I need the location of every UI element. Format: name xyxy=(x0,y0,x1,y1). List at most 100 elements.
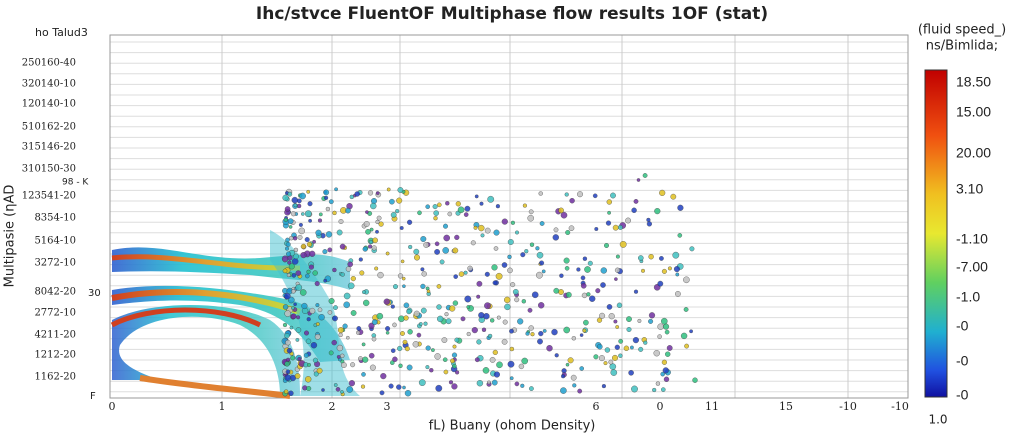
particle xyxy=(453,274,459,279)
particle xyxy=(282,304,289,310)
particle xyxy=(643,340,648,345)
particle xyxy=(683,307,689,312)
particle xyxy=(600,267,607,274)
particle xyxy=(306,241,313,248)
particle xyxy=(527,307,533,313)
colorbar-tick-label: -0 xyxy=(956,387,969,403)
particle xyxy=(362,246,368,252)
particle xyxy=(452,300,459,306)
particle xyxy=(347,261,354,268)
particle xyxy=(434,353,441,360)
particle xyxy=(452,247,459,254)
particle xyxy=(378,221,384,227)
particle xyxy=(553,227,559,233)
particle xyxy=(661,359,668,365)
particle xyxy=(496,361,503,369)
particle xyxy=(335,386,341,392)
particle xyxy=(293,247,299,253)
particle xyxy=(432,204,438,210)
particle xyxy=(304,237,310,243)
particle xyxy=(484,271,490,277)
particle xyxy=(447,211,453,217)
particle xyxy=(300,212,305,216)
particle xyxy=(323,189,330,196)
particle xyxy=(406,364,413,371)
particle xyxy=(471,327,478,334)
particle xyxy=(483,313,490,320)
colorbar-tick-label: -0 xyxy=(956,318,969,334)
colorbar-tick-label: -1.10 xyxy=(956,231,988,247)
particle xyxy=(283,217,288,222)
particle xyxy=(399,225,404,230)
particle xyxy=(332,315,338,322)
particle xyxy=(501,218,508,225)
particle xyxy=(287,191,293,197)
particle xyxy=(670,193,677,200)
particle xyxy=(433,215,438,221)
particle xyxy=(298,227,306,235)
particle xyxy=(538,302,545,309)
particle xyxy=(292,236,298,241)
particle xyxy=(612,224,619,231)
particle xyxy=(464,295,472,303)
particle xyxy=(282,194,289,201)
particle xyxy=(375,229,379,234)
particle xyxy=(474,194,479,199)
particle xyxy=(328,199,334,205)
particle xyxy=(367,190,374,196)
particle xyxy=(504,303,511,311)
particle xyxy=(502,319,508,325)
particle xyxy=(657,334,662,339)
particle xyxy=(481,327,487,332)
particle xyxy=(350,276,356,282)
particle xyxy=(595,288,601,294)
particle xyxy=(285,339,291,346)
particle xyxy=(374,266,379,271)
particle xyxy=(404,390,412,397)
particle xyxy=(371,319,378,325)
particle xyxy=(343,292,351,300)
particle xyxy=(618,338,624,344)
particle xyxy=(601,384,606,389)
particle xyxy=(388,383,394,389)
particle xyxy=(295,270,302,276)
y-tick-label: 1162-20 xyxy=(34,372,76,383)
particle xyxy=(626,316,632,322)
particle xyxy=(297,357,302,362)
particle xyxy=(661,317,668,325)
particle xyxy=(312,357,319,363)
colorbar-tick-label: -7.00 xyxy=(956,259,988,275)
particle xyxy=(434,248,440,255)
particle xyxy=(576,267,581,272)
colorbar-tick-label: 3.10 xyxy=(956,181,983,197)
title: Ihc/stvce FluentOF Multiphase flow resul… xyxy=(256,4,768,24)
particle xyxy=(348,380,356,387)
particle xyxy=(295,327,302,333)
particle xyxy=(363,299,370,307)
particle xyxy=(492,349,498,356)
particle xyxy=(380,373,387,380)
particle xyxy=(646,221,653,227)
particle xyxy=(307,201,313,207)
particle xyxy=(689,329,693,334)
particle xyxy=(675,272,680,277)
particle xyxy=(325,231,333,238)
particle xyxy=(315,303,320,308)
particle xyxy=(413,310,420,317)
particle xyxy=(463,270,468,275)
particle xyxy=(390,348,396,354)
particle xyxy=(484,227,491,234)
particle xyxy=(306,386,312,392)
particle xyxy=(304,210,312,218)
particle xyxy=(531,291,539,299)
particle xyxy=(291,289,296,294)
particle xyxy=(417,210,422,216)
particle xyxy=(512,288,519,295)
particle xyxy=(318,212,323,217)
particle xyxy=(507,254,512,260)
particle xyxy=(397,345,403,352)
particle xyxy=(521,357,529,365)
particle xyxy=(340,390,344,394)
particle xyxy=(606,199,612,205)
x-tick-label: 3 xyxy=(384,400,391,413)
